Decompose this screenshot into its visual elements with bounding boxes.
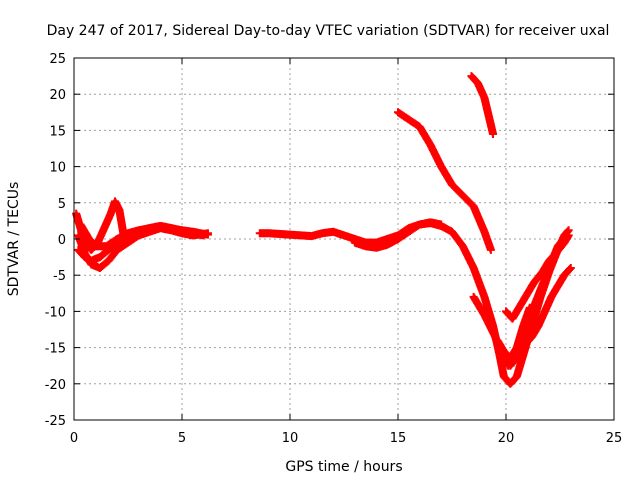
y-tick-label: 25 (49, 52, 66, 67)
series-track-f (350, 218, 446, 252)
y-tick-label: -5 (53, 269, 66, 284)
data-point (566, 263, 575, 272)
data-point (564, 231, 573, 240)
data-point (525, 303, 534, 312)
series-track-j (493, 303, 534, 363)
data-point (489, 130, 498, 139)
series-track-d (76, 220, 212, 251)
y-tick-label: -10 (45, 305, 66, 320)
x-tick-label: 5 (178, 431, 186, 446)
x-tick-label: 20 (498, 431, 515, 446)
series-track-l (502, 231, 573, 323)
chart-title: Day 247 of 2017, Sidereal Day-to-day VTE… (47, 23, 610, 39)
y-tick-label: 20 (49, 88, 66, 103)
y-tick-label: 10 (49, 161, 66, 176)
x-tick-label: 0 (70, 431, 78, 446)
series-track-h (467, 72, 498, 139)
y-tick-label: 15 (49, 124, 66, 139)
data-point (486, 245, 495, 254)
y-tick-label: 5 (58, 197, 66, 212)
y-tick-label: 0 (58, 233, 66, 248)
data-points (72, 72, 575, 388)
x-tick-label: 25 (606, 431, 623, 446)
series-track-k (506, 263, 575, 370)
series-track-g (394, 108, 495, 254)
x-tick-label: 15 (390, 431, 407, 446)
x-tick-label: 10 (282, 431, 299, 446)
data-point (203, 230, 212, 239)
y-tick-label: -20 (45, 378, 66, 393)
y-axis-label: SDTVAR / TECUs (6, 182, 22, 297)
y-tick-label: -15 (45, 342, 66, 357)
axis-ticks: 0 5 10 15 20 25 25 20 15 10 5 0 -5 -10 -15 -20 -25 (45, 52, 623, 446)
data-point (437, 220, 446, 229)
y-tick-label: -25 (45, 414, 66, 429)
x-axis-label: GPS time / hours (285, 459, 402, 475)
